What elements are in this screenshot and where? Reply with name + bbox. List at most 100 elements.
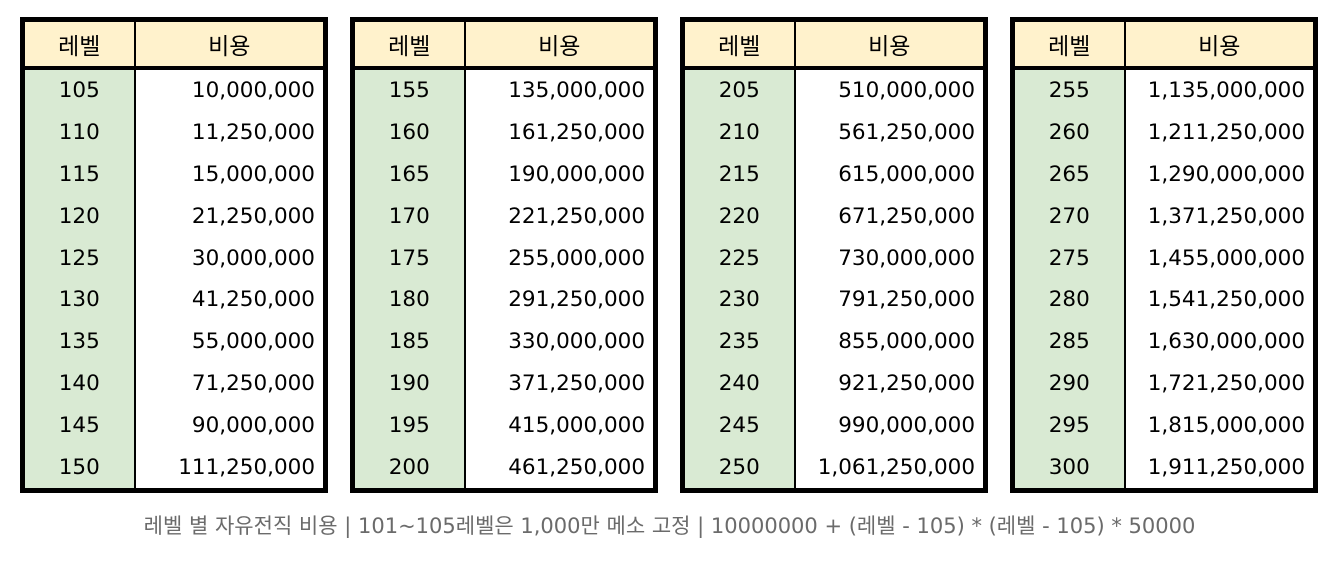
level-cell: 295 [1012,404,1126,447]
table-row: 170 221,250,000 [352,195,656,238]
cost-cell: 41,250,000 [134,278,326,321]
cost-cell: 111,250,000 [134,446,326,491]
cost-cell: 30,000,000 [134,237,326,279]
level-cell: 185 [352,320,466,363]
cost-table-3: 레벨 비용 205 510,000,000 210 561,250,000 215 615,0… [680,17,988,493]
table-row: 120 21,250,000 [22,195,326,238]
level-cell: 175 [352,237,466,279]
cost-cell: 671,250,000 [794,195,986,238]
cost-cell: 1,455,000,000 [1124,237,1316,279]
level-cell: 140 [22,362,136,405]
table-row: 195 415,000,000 [352,404,656,447]
cost-table-2: 레벨 비용 155 135,000,000 160 161,250,000 165 190,0… [350,17,658,493]
cost-cell: 791,250,000 [794,278,986,321]
table-row: 240 921,250,000 [682,362,986,405]
table-row: 255 1,135,000,000 [1012,68,1316,112]
table-row: 185 330,000,000 [352,320,656,363]
table-row: 295 1,815,000,000 [1012,404,1316,447]
table-row: 125 30,000,000 [22,237,326,279]
table-row: 250 1,061,250,000 [682,446,986,491]
level-cell: 215 [682,153,796,196]
cost-cell: 415,000,000 [464,404,656,447]
table-row: 300 1,911,250,000 [1012,446,1316,491]
level-cell: 110 [22,111,136,154]
table-row: 190 371,250,000 [352,362,656,405]
header-row: 레벨 비용 [682,19,986,70]
level-cell: 285 [1012,320,1126,363]
level-cell: 275 [1012,237,1126,279]
cost-cell: 1,630,000,000 [1124,320,1316,363]
cost-cell: 90,000,000 [134,404,326,447]
cost-column-header: 비용 [464,19,656,70]
table-row: 200 461,250,000 [352,446,656,491]
table-row: 245 990,000,000 [682,404,986,447]
level-cell: 300 [1012,446,1126,491]
level-cell: 145 [22,404,136,447]
cost-cell: 855,000,000 [794,320,986,363]
cost-cell: 291,250,000 [464,278,656,321]
cost-cell: 21,250,000 [134,195,326,238]
table-row: 220 671,250,000 [682,195,986,238]
level-cell: 235 [682,320,796,363]
table-row: 180 291,250,000 [352,278,656,321]
level-cell: 130 [22,278,136,321]
level-cell: 120 [22,195,136,238]
level-cell: 170 [352,195,466,238]
level-cell: 105 [22,68,136,112]
table-row: 150 111,250,000 [22,446,326,491]
cost-cell: 71,250,000 [134,362,326,405]
cost-cell: 921,250,000 [794,362,986,405]
level-cell: 135 [22,320,136,363]
table-row: 130 41,250,000 [22,278,326,321]
level-cell: 155 [352,68,466,112]
level-cell: 125 [22,237,136,279]
level-cell: 230 [682,278,796,321]
cost-cell: 255,000,000 [464,237,656,279]
table-row: 205 510,000,000 [682,68,986,112]
cost-column-header: 비용 [794,19,986,70]
table-row: 175 255,000,000 [352,237,656,279]
table-row: 260 1,211,250,000 [1012,111,1316,154]
level-cell: 290 [1012,362,1126,405]
cost-cell: 1,371,250,000 [1124,195,1316,238]
table-row: 235 855,000,000 [682,320,986,363]
level-cell: 165 [352,153,466,196]
level-cell: 210 [682,111,796,154]
caption-text: 레벨 별 자유전직 비용 | 101~105레벨은 1,000만 메소 고정 |… [143,514,1196,538]
level-cell: 200 [352,446,466,491]
level-cell: 245 [682,404,796,447]
cost-table-4: 레벨 비용 255 1,135,000,000 260 1,211,250,000 265 1… [1010,17,1318,493]
level-column-header: 레벨 [682,19,796,70]
cost-cell: 615,000,000 [794,153,986,196]
level-cell: 240 [682,362,796,405]
table-row: 270 1,371,250,000 [1012,195,1316,238]
cost-column-header: 비용 [134,19,326,70]
table-row: 135 55,000,000 [22,320,326,363]
cost-cell: 1,290,000,000 [1124,153,1316,196]
table-row: 285 1,630,000,000 [1012,320,1316,363]
level-cell: 115 [22,153,136,196]
table-row: 280 1,541,250,000 [1012,278,1316,321]
cost-cell: 1,135,000,000 [1124,68,1316,112]
level-cell: 260 [1012,111,1126,154]
cost-cell: 161,250,000 [464,111,656,154]
level-cell: 195 [352,404,466,447]
table-row: 225 730,000,000 [682,237,986,279]
table-row: 105 10,000,000 [22,68,326,112]
cost-cell: 10,000,000 [134,68,326,112]
cost-column-header: 비용 [1124,19,1316,70]
table-row: 230 791,250,000 [682,278,986,321]
table-row: 275 1,455,000,000 [1012,237,1316,279]
cost-cell: 1,815,000,000 [1124,404,1316,447]
cost-cell: 190,000,000 [464,153,656,196]
table-row: 145 90,000,000 [22,404,326,447]
level-column-header: 레벨 [1012,19,1126,70]
level-cell: 150 [22,446,136,491]
header-row: 레벨 비용 [1012,19,1316,70]
level-cell: 255 [1012,68,1126,112]
cost-cell: 371,250,000 [464,362,656,405]
cost-cell: 1,911,250,000 [1124,446,1316,491]
table-row: 165 190,000,000 [352,153,656,196]
cost-cell: 1,211,250,000 [1124,111,1316,154]
table-row: 110 11,250,000 [22,111,326,154]
